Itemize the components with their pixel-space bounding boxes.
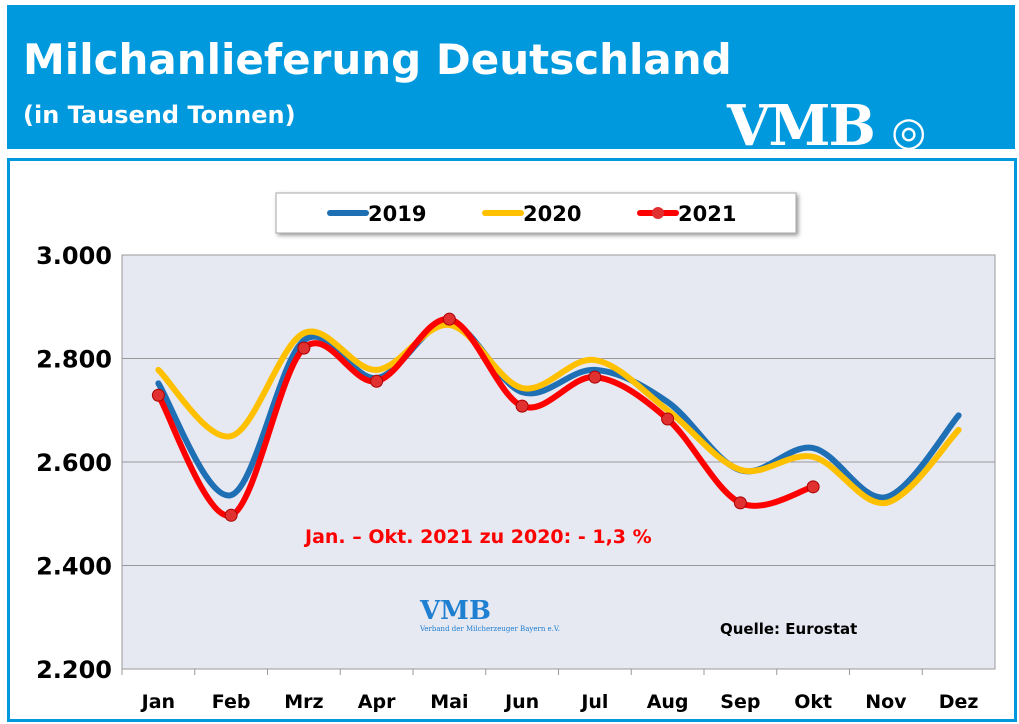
- data-point-2021: [370, 374, 384, 388]
- y-tick-label: 2.200: [36, 656, 112, 684]
- x-tick-label: Jun: [503, 691, 539, 713]
- data-point-2021: [661, 412, 675, 426]
- watermark-text: Verband der Milcherzeuger Bayern e.V.: [419, 625, 560, 633]
- watermark-logo: VMB: [419, 596, 491, 626]
- data-point-2021: [588, 370, 602, 384]
- x-tick-label: Okt: [794, 691, 832, 713]
- x-tick-label: Mai: [430, 691, 468, 713]
- x-tick-label: Mrz: [284, 691, 323, 713]
- data-point-2021: [515, 399, 529, 413]
- header-banner: Milchanlieferung Deutschland (in Tausend…: [7, 5, 1015, 159]
- y-tick-label: 2.400: [36, 553, 112, 581]
- y-tick-label: 3.000: [36, 242, 112, 270]
- data-point-2021: [297, 341, 311, 355]
- source-label: Quelle: Eurostat: [720, 620, 857, 638]
- chart-subtitle: (in Tausend Tonnen): [23, 101, 296, 129]
- x-tick-label: Dez: [939, 691, 979, 713]
- x-tick-label: Jul: [579, 691, 608, 713]
- x-tick-label: Feb: [212, 691, 251, 713]
- series-line-2020: [155, 321, 962, 506]
- data-point-2021: [733, 496, 747, 510]
- data-point-2021: [806, 480, 820, 494]
- legend-label: 2021: [678, 202, 736, 226]
- x-tick-label: Sep: [720, 691, 760, 713]
- legend: 2019 2020 2021: [275, 192, 797, 234]
- x-tick-label: Aug: [647, 691, 689, 713]
- y-tick-label: 2.800: [36, 346, 112, 374]
- data-point-2021: [442, 312, 456, 326]
- x-tick-label: Jan: [140, 691, 175, 713]
- x-tick-label: Apr: [358, 691, 396, 713]
- chart-title: Milchanlieferung Deutschland: [23, 35, 732, 84]
- data-point-2021: [151, 388, 165, 402]
- legend-label: 2019: [368, 202, 426, 226]
- series-line-2021: [155, 316, 817, 519]
- legend-label: 2020: [523, 202, 581, 226]
- y-tick-label: 2.600: [36, 449, 112, 477]
- vmb-logo: VMB ◎: [727, 93, 926, 159]
- x-tick-label: Nov: [865, 691, 907, 713]
- series-line-2019: [155, 319, 962, 501]
- data-point-2021: [224, 508, 238, 522]
- change-annotation: Jan. – Okt. 2021 zu 2020: - 1,3 %: [303, 526, 652, 548]
- legend-marker: [652, 207, 664, 219]
